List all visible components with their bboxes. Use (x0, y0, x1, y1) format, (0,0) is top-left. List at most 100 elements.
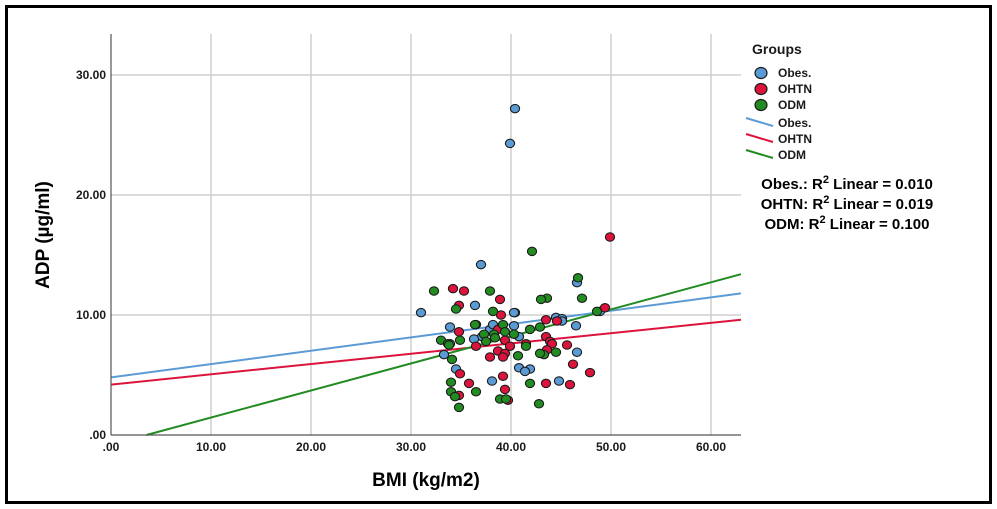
point-ohtn (454, 369, 466, 379)
legend-marker-icon (754, 82, 768, 96)
point-ohtn (540, 315, 552, 325)
y-tick-label: 30.00 (76, 68, 106, 82)
point-odm (454, 335, 466, 345)
legend-line-icon (745, 117, 774, 127)
legend-marker-label: Obes. (778, 66, 811, 80)
legend-marker-icon (754, 66, 768, 80)
point-odm (480, 336, 492, 347)
point-ohtn (584, 367, 596, 378)
point-odm (524, 324, 536, 335)
point-odm (576, 293, 588, 303)
point-odm (535, 294, 547, 305)
tick-labels: .00 10.00 20.00 30.00 40.00 50.00 60.00 .00 10.0… (76, 68, 726, 454)
legend-line-icon (745, 133, 774, 143)
data-points (415, 103, 616, 413)
point-obes (509, 103, 521, 114)
legend-marker-label: OHTN (778, 82, 812, 96)
legend-line-label: Obes. (778, 116, 811, 130)
point-ohtn (604, 232, 616, 242)
legend-line-label: OHTN (778, 132, 812, 146)
point-ohtn (499, 384, 511, 395)
legend-marker-label: ODM (778, 98, 806, 112)
y-tick-label: 20.00 (76, 188, 106, 202)
point-odm (484, 286, 496, 296)
x-tick-label: 60.00 (696, 440, 726, 454)
y-tick-label: 10.00 (76, 308, 106, 322)
point-odm (526, 246, 538, 257)
point-ohtn (463, 378, 475, 389)
y-axis-label: ADP (µg/ml) (33, 181, 54, 289)
point-obes (444, 322, 456, 332)
point-ohtn (504, 341, 516, 351)
x-tick-label: 10.00 (196, 440, 226, 454)
point-odm (508, 329, 520, 339)
point-odm (445, 377, 457, 387)
point-odm (428, 286, 440, 296)
point-odm (449, 391, 461, 402)
point-ohtn (453, 327, 465, 337)
x-tick-label: 40.00 (496, 440, 526, 454)
point-odm (450, 304, 462, 314)
point-obes (475, 259, 487, 270)
r2-annotation: ODM: R2 Linear = 0.100 (765, 214, 930, 233)
legend-marker-icon (754, 98, 768, 112)
legend-line-label: ODM (778, 148, 806, 162)
chart-frame (5, 5, 992, 504)
point-odm (572, 273, 584, 283)
legend: Groups Obes. OHTN ODM Obes. OHTN ODM (745, 41, 812, 162)
point-ohtn (497, 371, 509, 381)
r2-annotation: Obes.: R2 Linear = 0.010 (761, 174, 933, 193)
point-odm (499, 327, 511, 337)
point-obes (571, 347, 583, 357)
point-odm (533, 399, 545, 409)
point-odm (443, 340, 455, 350)
point-odm (591, 306, 603, 317)
point-odm (524, 378, 536, 389)
legend-line-icon (745, 149, 774, 159)
point-odm (500, 394, 512, 404)
point-odm (534, 348, 546, 359)
x-tick-label: 30.00 (396, 440, 426, 454)
point-odm (534, 322, 546, 332)
r2-annotation: OHTN: R2 Linear = 0.019 (761, 194, 933, 213)
point-obes (570, 321, 582, 331)
x-tick-label: 20.00 (296, 440, 326, 454)
point-obes (508, 307, 520, 318)
point-odm (453, 402, 465, 413)
x-tick-label: 50.00 (596, 440, 626, 454)
point-obes (415, 307, 427, 318)
x-axis-label: BMI (kg/m2) (372, 470, 480, 491)
point-ohtn (561, 340, 573, 350)
point-obes (519, 366, 531, 377)
point-odm (550, 347, 562, 357)
point-obes (508, 321, 520, 331)
axes (110, 34, 741, 436)
gridlines (111, 34, 741, 435)
point-ohtn (551, 316, 563, 326)
point-odm (520, 341, 532, 351)
point-ohtn (540, 378, 552, 389)
point-ohtn (564, 379, 576, 390)
point-ohtn (599, 303, 611, 313)
point-odm (487, 306, 499, 317)
point-odm (469, 319, 481, 330)
point-ohtn (470, 341, 482, 351)
point-ohtn (495, 310, 507, 320)
point-ohtn (458, 286, 470, 296)
point-ohtn (447, 283, 459, 294)
point-odm (489, 333, 501, 343)
point-obes (438, 349, 450, 360)
point-obes (504, 138, 516, 149)
point-odm (512, 351, 524, 361)
point-ohtn (497, 352, 509, 362)
point-obes (553, 376, 565, 386)
point-odm (446, 354, 458, 365)
point-ohtn (494, 294, 506, 305)
point-odm (470, 387, 482, 397)
point-obes (469, 300, 481, 311)
legend-title: Groups (752, 41, 802, 57)
point-ohtn (484, 352, 496, 362)
point-ohtn (567, 359, 579, 369)
